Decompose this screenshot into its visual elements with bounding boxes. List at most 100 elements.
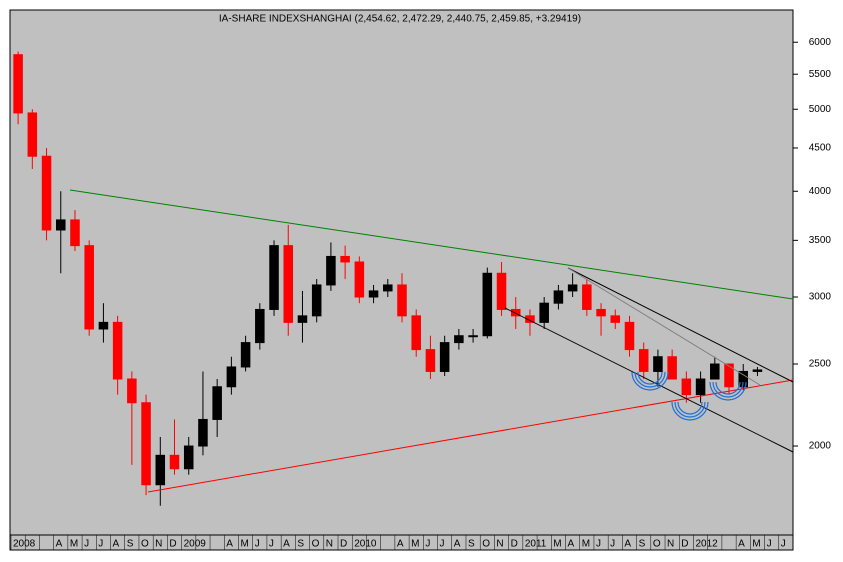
- x-tick-label: A: [568, 539, 575, 550]
- candle-body: [198, 418, 208, 447]
- candle-body: [653, 356, 663, 372]
- candle-body: [41, 155, 52, 231]
- x-tick-label: N: [496, 539, 503, 550]
- y-tick-label: 6000: [809, 37, 832, 48]
- candle-body: [567, 284, 578, 292]
- x-tick-label: J: [84, 539, 89, 550]
- x-tick-label: A: [624, 539, 631, 550]
- candle-body: [397, 284, 407, 317]
- candle-body: [624, 321, 635, 351]
- trendlines: [69, 189, 794, 493]
- candle-body: [496, 272, 507, 310]
- candle-body: [368, 290, 379, 298]
- candle-body: [98, 321, 109, 330]
- x-tick-label: S: [127, 539, 134, 550]
- candle-body: [710, 363, 720, 380]
- candle-body: [582, 284, 592, 310]
- candle-body: [525, 315, 535, 323]
- plot: [13, 51, 763, 506]
- candle-body: [169, 454, 180, 470]
- candle-body: [212, 386, 222, 420]
- candle-body: [596, 308, 606, 317]
- candle-body: [425, 349, 436, 372]
- candle-body: [510, 308, 521, 317]
- y-tick-label: 3000: [809, 292, 832, 303]
- x-tick-label: A: [113, 539, 120, 550]
- x-tick-label: J: [781, 539, 786, 550]
- x-tick-label: D: [681, 539, 688, 550]
- trendline: [567, 267, 761, 386]
- candle-body: [553, 290, 564, 304]
- y-tick-label: 5000: [809, 104, 832, 115]
- arc: [631, 371, 669, 391]
- chart-title: IA-SHARE INDEXSHANGHAI (2,454.62, 2,472.…: [219, 14, 581, 25]
- candle-body: [667, 356, 677, 380]
- x-tick-label: N: [155, 539, 162, 550]
- trendline: [567, 267, 794, 383]
- candle-body: [311, 284, 322, 317]
- y-axis-area: [793, 10, 833, 550]
- trendline: [69, 189, 794, 300]
- x-tick-label: S: [297, 539, 304, 550]
- candle-body: [269, 245, 279, 310]
- x-tick-label: A: [283, 539, 290, 550]
- x-tick-label: S: [468, 539, 475, 550]
- candle-body: [724, 363, 734, 388]
- candle-body: [610, 315, 621, 323]
- x-tick-label: A: [738, 539, 745, 550]
- x-tick-label: O: [653, 539, 661, 550]
- trendline: [504, 307, 794, 453]
- x-tick-label: 2008: [13, 539, 36, 550]
- x-tick-label: N: [326, 539, 333, 550]
- x-tick-label: 2011: [525, 539, 547, 550]
- x-tick-label: O: [312, 539, 320, 550]
- x-tick-label: O: [141, 539, 149, 550]
- x-tick-label: A: [397, 539, 404, 550]
- x-tick-label: A: [56, 539, 63, 550]
- candle-body: [340, 255, 350, 263]
- x-tick-label: M: [582, 539, 590, 550]
- candle-body: [468, 335, 478, 338]
- candle-body: [112, 321, 123, 380]
- x-tick-label: J: [425, 539, 430, 550]
- x-tick-label: J: [255, 539, 260, 550]
- x-tick-label: M: [411, 539, 419, 550]
- y-tick-label: 2500: [809, 359, 832, 370]
- candle-body: [411, 315, 421, 351]
- candle-body: [539, 302, 549, 323]
- candle-body: [84, 245, 94, 330]
- x-tick-label: M: [553, 539, 561, 550]
- candle-body: [183, 445, 194, 470]
- candle-body: [752, 369, 763, 372]
- arc: [671, 401, 709, 421]
- candle-body: [638, 349, 649, 372]
- x-tick-label: 2012: [695, 539, 718, 550]
- cycle-arcs: [631, 371, 747, 421]
- candle-body: [454, 335, 464, 344]
- candle-body: [127, 378, 137, 404]
- x-tick-label: J: [596, 539, 601, 550]
- candle-body: [226, 366, 237, 388]
- candle-body: [255, 308, 265, 344]
- x-tick-label: J: [610, 539, 615, 550]
- candle-body: [439, 342, 450, 372]
- candle-body: [27, 112, 38, 157]
- candle-body: [13, 54, 23, 114]
- x-tick-label: N: [667, 539, 674, 550]
- candle-body: [482, 272, 493, 337]
- y-tick-label: 3500: [809, 235, 832, 246]
- candle-body: [141, 402, 151, 486]
- y-tick-label: 4500: [809, 143, 832, 154]
- x-tick-label: 2010: [354, 539, 377, 550]
- candle-body: [681, 378, 692, 396]
- candle-body: [354, 261, 365, 298]
- x-tick-label: A: [226, 539, 233, 550]
- candle-body: [155, 454, 166, 486]
- x-tick-label: M: [752, 539, 760, 550]
- candle-body: [55, 219, 66, 231]
- candle-body: [326, 255, 336, 286]
- x-tick-label: 2009: [184, 539, 207, 550]
- x-tick-label: O: [482, 539, 490, 550]
- x-tick-label: A: [454, 539, 461, 550]
- candle-body: [738, 370, 749, 388]
